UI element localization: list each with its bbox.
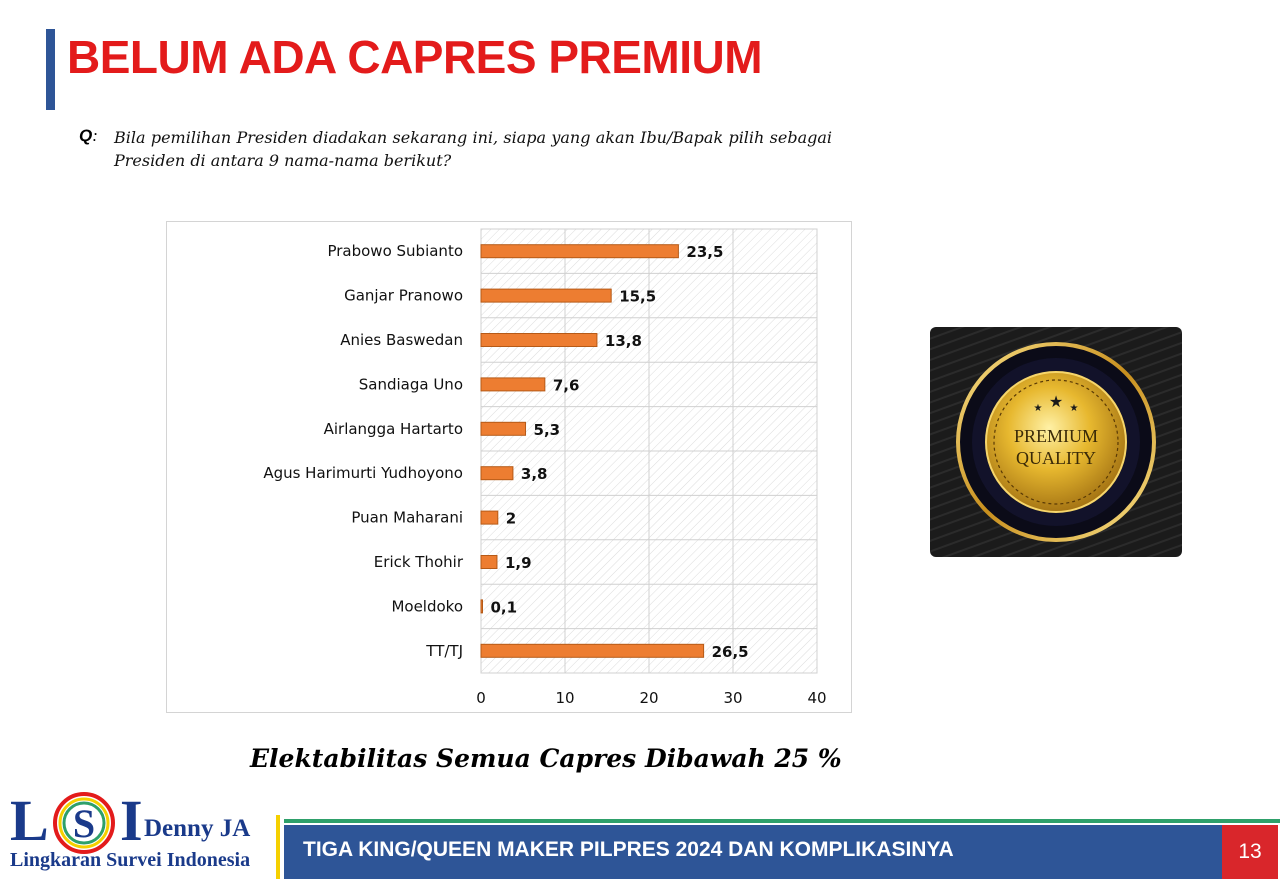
data-label: 3,8 <box>521 465 548 483</box>
category-label: Airlangga Hartarto <box>324 420 463 438</box>
logo-letter-s: S <box>73 801 95 846</box>
bar <box>480 333 598 347</box>
data-label: 23,5 <box>686 243 723 261</box>
bar <box>480 377 546 392</box>
category-label: Agus Harimurti Yudhoyono <box>263 464 463 482</box>
footer-text: TIGA KING/QUEEN MAKER PILPRES 2024 DAN K… <box>303 838 954 861</box>
bar <box>480 599 483 614</box>
footer-divider <box>276 815 280 879</box>
category-label: Moeldoko <box>391 597 463 615</box>
category-label: Erick Thohir <box>374 553 464 571</box>
data-label: 1,9 <box>505 554 532 572</box>
data-label: 26,5 <box>712 643 749 661</box>
page-title: BELUM ADA CAPRES PREMIUM <box>67 31 763 83</box>
svg-text:★: ★ <box>1034 403 1043 414</box>
footer-bar <box>284 825 1222 879</box>
badge-line2: QUALITY <box>1016 448 1096 468</box>
data-label: 5,3 <box>534 421 561 439</box>
bar <box>480 466 514 481</box>
x-tick-label: 40 <box>807 689 826 707</box>
bar <box>480 555 498 569</box>
x-tick-label: 30 <box>723 689 742 707</box>
question-label: Q: <box>79 126 98 145</box>
data-label: 7,6 <box>553 376 580 394</box>
data-label: 13,8 <box>605 332 642 350</box>
question-label-letter: Q <box>79 126 93 145</box>
premium-quality-seal-icon: ★ ★ ★ PREMIUM QUALITY <box>930 327 1182 557</box>
bar <box>480 421 527 436</box>
premium-quality-badge: ★ ★ ★ PREMIUM QUALITY <box>930 327 1182 557</box>
chart-caption: Elektabilitas Semua Capres Dibawah 25 % <box>250 744 842 773</box>
badge-line1: PREMIUM <box>1014 426 1098 446</box>
title-accent-bar <box>46 29 55 110</box>
question-text: Bila pemilihan Presiden diadakan sekaran… <box>114 128 832 170</box>
x-tick-label: 0 <box>476 689 486 707</box>
data-label: 0,1 <box>491 598 518 616</box>
page-number: 13 <box>1222 825 1278 879</box>
bar <box>480 510 499 525</box>
category-label: Anies Baswedan <box>340 331 463 349</box>
category-label: Prabowo Subianto <box>327 242 463 260</box>
footer-green-line <box>284 819 1280 823</box>
lsi-logo: L S I Denny JA Lingkaran Survei Indonesi… <box>8 785 270 880</box>
logo-letter-l: L <box>10 788 49 853</box>
bar <box>480 244 679 259</box>
logo-circle-icon: S <box>53 792 115 854</box>
data-label: 15,5 <box>619 288 656 306</box>
svg-text:★: ★ <box>1070 403 1079 414</box>
x-tick-label: 10 <box>555 689 574 707</box>
data-label: 2 <box>506 510 516 528</box>
logo-letter-i: I <box>120 788 143 853</box>
logo-subtitle: Lingkaran Survei Indonesia <box>10 849 251 871</box>
category-label: TT/TJ <box>425 642 463 660</box>
x-tick-label: 20 <box>639 689 658 707</box>
category-label: Puan Maharani <box>351 509 463 527</box>
bar <box>480 288 612 303</box>
chart-container: Prabowo Subianto 23,5 Ganjar Pranowo 15,5 An… <box>166 221 852 713</box>
logo-brand: Denny JA <box>144 815 251 842</box>
bar <box>480 643 705 658</box>
category-label: Sandiaga Uno <box>359 375 463 393</box>
svg-text:★: ★ <box>1049 392 1063 411</box>
bar-chart: Prabowo Subianto 23,5 Ganjar Pranowo 15,5 An… <box>263 228 827 707</box>
category-label: Ganjar Pranowo <box>344 287 463 305</box>
